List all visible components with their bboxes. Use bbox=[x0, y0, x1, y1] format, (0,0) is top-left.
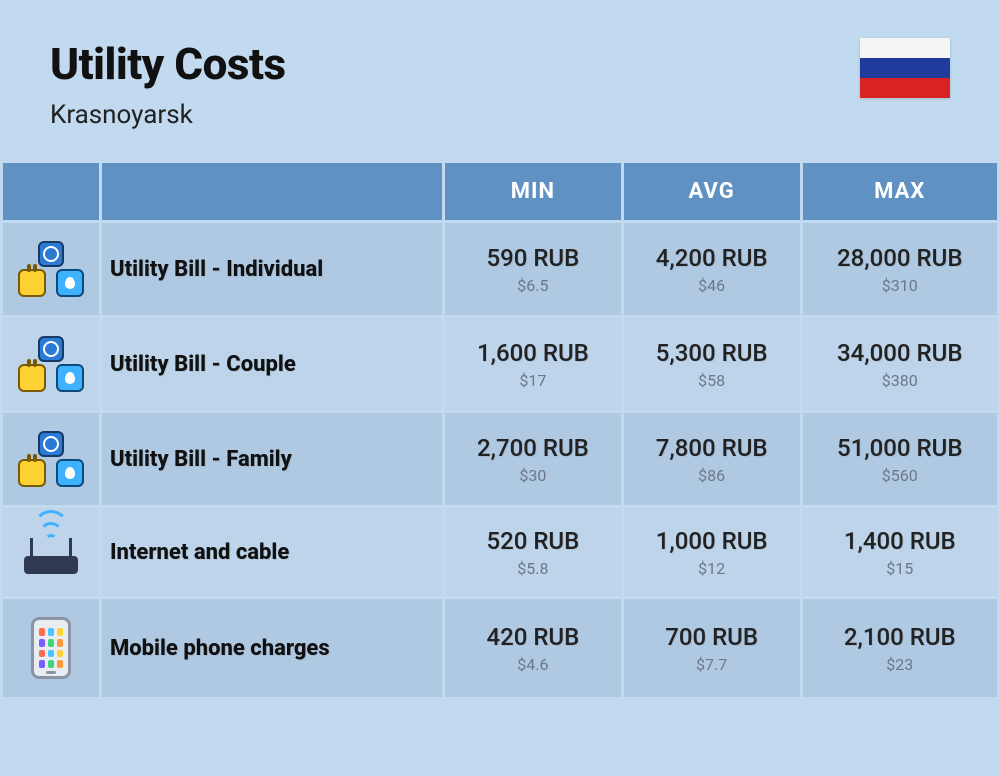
page-title: Utility Costs bbox=[50, 38, 286, 90]
min-rub: 2,700 RUB bbox=[453, 434, 613, 462]
cell-max: 34,000 RUB $380 bbox=[803, 318, 998, 410]
utility-icon bbox=[18, 336, 84, 392]
avg-rub: 5,300 RUB bbox=[632, 339, 792, 367]
avg-usd: $86 bbox=[632, 466, 792, 485]
phone-icon bbox=[31, 617, 71, 679]
row-icon bbox=[3, 599, 99, 697]
router-icon bbox=[20, 526, 82, 578]
min-rub: 420 RUB bbox=[453, 623, 613, 651]
col-icon bbox=[3, 163, 99, 220]
avg-usd: $58 bbox=[632, 371, 792, 390]
min-rub: 590 RUB bbox=[453, 244, 613, 272]
min-usd: $6.5 bbox=[453, 276, 613, 295]
utility-icon bbox=[18, 431, 84, 487]
cell-min: 1,600 RUB $17 bbox=[445, 318, 621, 410]
cell-max: 51,000 RUB $560 bbox=[803, 413, 998, 505]
avg-usd: $46 bbox=[632, 276, 792, 295]
cell-avg: 4,200 RUB $46 bbox=[624, 223, 800, 315]
cell-avg: 7,800 RUB $86 bbox=[624, 413, 800, 505]
table-row: Utility Bill - Individual 590 RUB $6.5 4,20… bbox=[3, 223, 997, 315]
avg-rub: 4,200 RUB bbox=[632, 244, 792, 272]
cell-avg: 700 RUB $7.7 bbox=[624, 599, 800, 697]
max-rub: 34,000 RUB bbox=[811, 339, 990, 367]
row-label: Utility Bill - Couple bbox=[102, 318, 442, 410]
cell-min: 2,700 RUB $30 bbox=[445, 413, 621, 505]
cell-min: 420 RUB $4.6 bbox=[445, 599, 621, 697]
row-label: Internet and cable bbox=[102, 508, 442, 596]
flag-stripe-white bbox=[860, 38, 950, 58]
row-icon bbox=[3, 223, 99, 315]
table-row: Internet and cable 520 RUB $5.8 1,000 RUB $1… bbox=[3, 508, 997, 596]
cell-min: 590 RUB $6.5 bbox=[445, 223, 621, 315]
min-rub: 520 RUB bbox=[453, 527, 613, 555]
page-subtitle: Krasnoyarsk bbox=[50, 100, 286, 130]
min-usd: $5.8 bbox=[453, 559, 613, 578]
avg-rub: 7,800 RUB bbox=[632, 434, 792, 462]
min-usd: $4.6 bbox=[453, 655, 613, 674]
cell-max: 1,400 RUB $15 bbox=[803, 508, 998, 596]
max-usd: $310 bbox=[811, 276, 990, 295]
costs-table: MIN AVG MAX Utility Bill - Individual590… bbox=[0, 160, 1000, 700]
flag-icon bbox=[860, 38, 950, 98]
max-rub: 1,400 RUB bbox=[811, 527, 990, 555]
col-label bbox=[102, 163, 442, 220]
utility-icon bbox=[18, 241, 84, 297]
cell-max: 28,000 RUB $310 bbox=[803, 223, 998, 315]
avg-rub: 1,000 RUB bbox=[632, 527, 792, 555]
row-label: Utility Bill - Individual bbox=[102, 223, 442, 315]
max-usd: $15 bbox=[811, 559, 990, 578]
max-rub: 2,100 RUB bbox=[811, 623, 990, 651]
row-icon bbox=[3, 508, 99, 596]
table-row: Utility Bill - Family 2,700 RUB $30 7,800 R… bbox=[3, 413, 997, 505]
max-usd: $380 bbox=[811, 371, 990, 390]
avg-usd: $7.7 bbox=[632, 655, 792, 674]
row-icon bbox=[3, 318, 99, 410]
table-row: Utility Bill - Couple 1,600 RUB $17 5,300 R… bbox=[3, 318, 997, 410]
min-rub: 1,600 RUB bbox=[453, 339, 613, 367]
cell-avg: 1,000 RUB $12 bbox=[624, 508, 800, 596]
table-row: Mobile phone charges 420 RUB $4.6 700 RUB $7… bbox=[3, 599, 997, 697]
avg-rub: 700 RUB bbox=[632, 623, 792, 651]
avg-usd: $12 bbox=[632, 559, 792, 578]
cell-avg: 5,300 RUB $58 bbox=[624, 318, 800, 410]
header: Utility Costs Krasnoyarsk bbox=[0, 0, 1000, 160]
col-max: MAX bbox=[803, 163, 998, 220]
title-block: Utility Costs Krasnoyarsk bbox=[50, 38, 286, 130]
min-usd: $17 bbox=[453, 371, 613, 390]
col-avg: AVG bbox=[624, 163, 800, 220]
cell-max: 2,100 RUB $23 bbox=[803, 599, 998, 697]
col-min: MIN bbox=[445, 163, 621, 220]
flag-stripe-red bbox=[860, 78, 950, 98]
max-usd: $23 bbox=[811, 655, 990, 674]
flag-stripe-blue bbox=[860, 58, 950, 78]
max-rub: 28,000 RUB bbox=[811, 244, 990, 272]
row-icon bbox=[3, 413, 99, 505]
row-label: Mobile phone charges bbox=[102, 599, 442, 697]
max-rub: 51,000 RUB bbox=[811, 434, 990, 462]
row-label: Utility Bill - Family bbox=[102, 413, 442, 505]
cell-min: 520 RUB $5.8 bbox=[445, 508, 621, 596]
min-usd: $30 bbox=[453, 466, 613, 485]
max-usd: $560 bbox=[811, 466, 990, 485]
